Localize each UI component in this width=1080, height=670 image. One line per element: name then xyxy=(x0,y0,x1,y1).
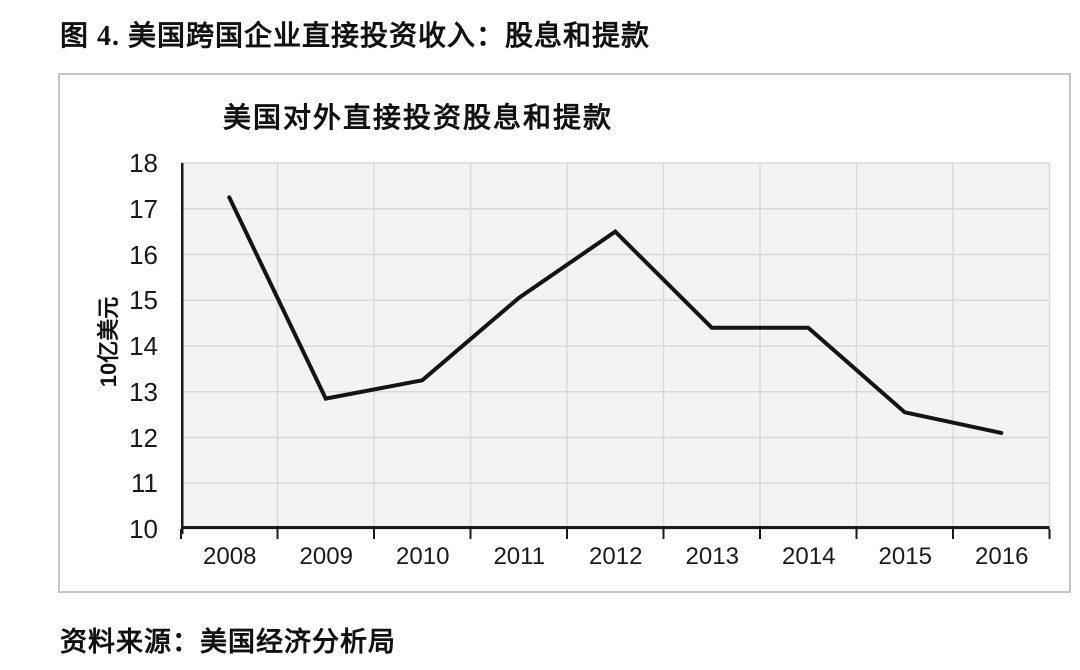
x-axis-tick-label: 2014 xyxy=(782,543,836,570)
y-axis-tick-label: 15 xyxy=(129,285,158,316)
chart-title: 美国对外直接投资股息和提款 xyxy=(223,103,614,134)
plot-area xyxy=(180,162,1051,539)
x-axis-tick-label: 2013 xyxy=(685,543,739,570)
x-axis-tick-label: 2015 xyxy=(878,543,932,570)
y-axis-tick-label: 10 xyxy=(129,514,158,544)
data-line xyxy=(227,195,1004,435)
y-axis-tick-label: 14 xyxy=(129,331,158,361)
y-axis-tick-label: 11 xyxy=(131,468,158,499)
x-axis-tick-label: 2012 xyxy=(589,543,643,570)
y-axis-tick-label: 17 xyxy=(129,193,158,224)
x-axis-tick-label: 2011 xyxy=(493,543,546,570)
y-axis-tick-label: 13 xyxy=(129,376,158,407)
y-axis-tick-label: 16 xyxy=(129,239,158,270)
x-axis-tick-label: 2010 xyxy=(396,543,450,570)
source-note: 资料来源：美国经济分析局 xyxy=(60,627,396,657)
y-axis-tick-label: 12 xyxy=(129,422,158,453)
x-axis-tick-label: 2016 xyxy=(975,543,1029,570)
figure-caption: 图 4. 美国跨国企业直接投资收入：股息和提款 xyxy=(60,21,651,52)
x-axis-tick-label: 2008 xyxy=(203,543,257,570)
x-axis-tick-label: 2009 xyxy=(299,543,353,570)
y-axis-tick-label: 18 xyxy=(129,148,158,178)
